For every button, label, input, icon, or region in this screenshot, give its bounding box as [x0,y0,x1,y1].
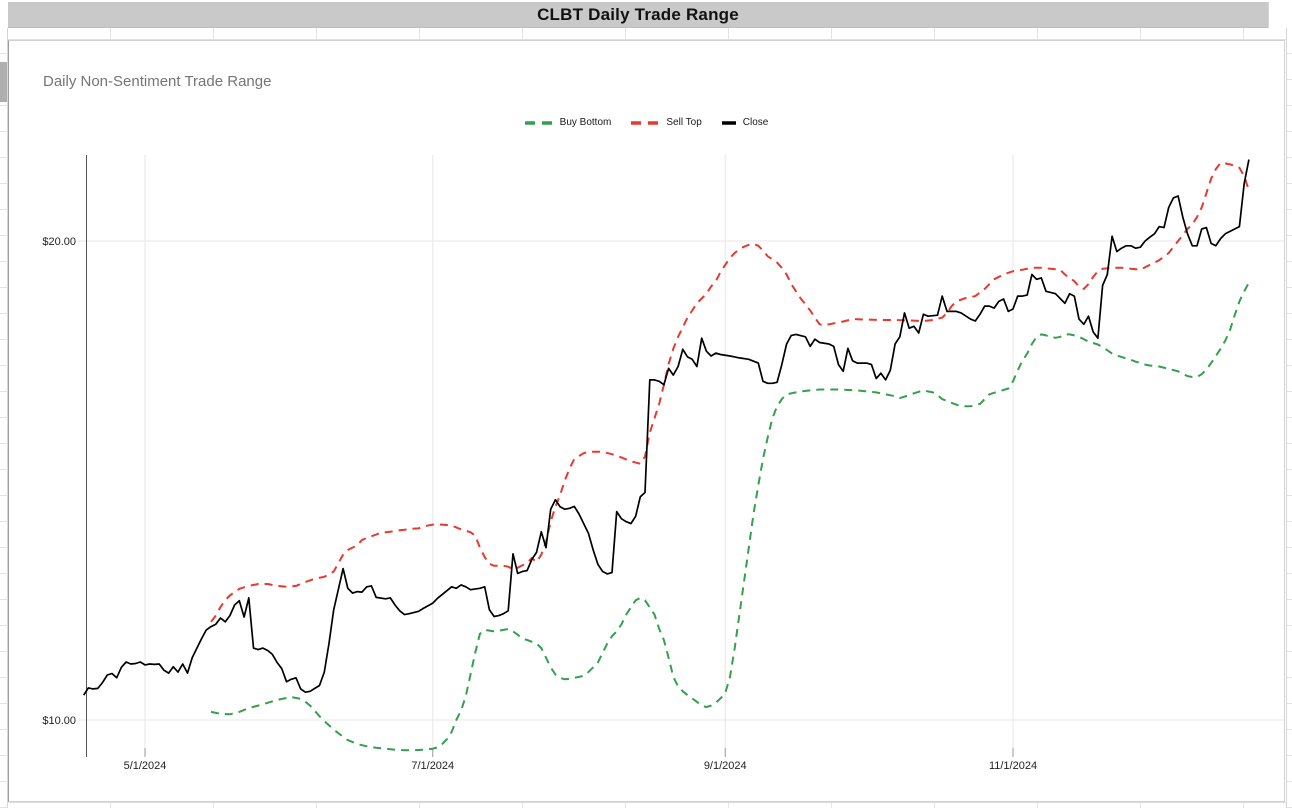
legend-label: Close [742,117,769,128]
sheet-title-bar: CLBT Daily Trade Range [8,2,1268,28]
chart-legend: Buy Bottom Sell Top Close [9,117,1284,128]
sheet-chart-title: CLBT Daily Trade Range [537,4,739,24]
legend-item-sell-top: Sell Top [631,117,702,128]
legend-item-buy-bottom: Buy Bottom [524,117,612,128]
sheet-row-header-block [0,62,7,102]
sheet-top-cell-row [8,28,1286,40]
sheet-title-right-cells [1268,2,1292,28]
sheet-left-gridline-strip [0,28,8,808]
sheet-right-gridline-strip [1286,28,1292,808]
legend-label: Sell Top [666,117,702,128]
legend-swatch-sell-top [631,120,660,125]
legend-swatch-close [721,120,736,125]
legend-item-close: Close [721,117,769,128]
legend-swatch-buy-bottom [524,120,553,125]
sheet-bottom-cell-row [8,802,1286,808]
chart-card[interactable]: Daily Non-Sentiment Trade Range Buy Bott… [8,40,1285,802]
legend-label: Buy Bottom [559,117,612,128]
chart-subtitle: Daily Non-Sentiment Trade Range [43,73,272,90]
